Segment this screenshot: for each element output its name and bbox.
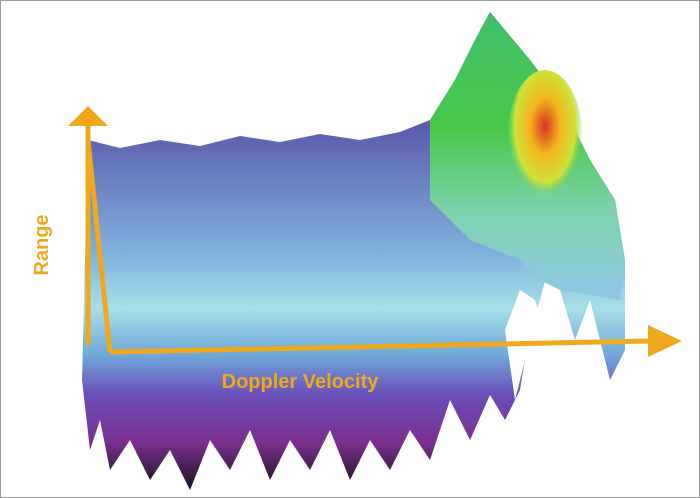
- peak-core: [507, 70, 583, 210]
- figure: Range Doppler Velocity: [0, 0, 700, 498]
- y-axis-label: Range: [31, 214, 53, 275]
- page: {"figure": {"y_axis_label": "Range", "x_…: [0, 0, 700, 498]
- x-axis-label: Doppler Velocity: [222, 371, 380, 393]
